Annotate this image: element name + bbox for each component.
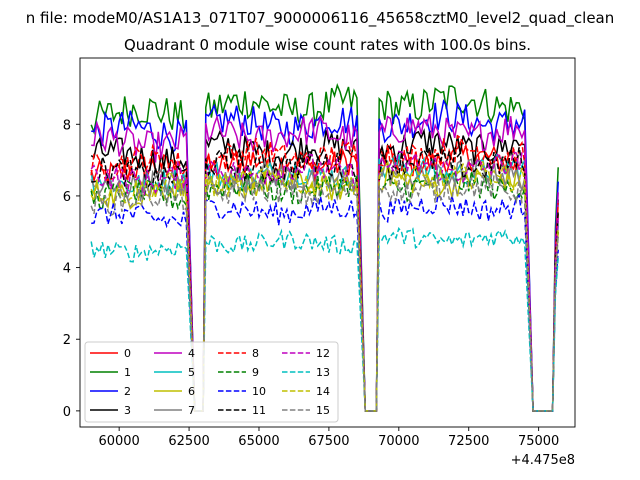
axes: 60000 62500 65000 67500 70000 72500 75000 0 2 4 6 8…	[63, 57, 576, 468]
x-tick-label-2: 65000	[238, 434, 279, 449]
legend-label-4: 4	[188, 347, 195, 360]
legend-label-14: 14	[316, 385, 330, 398]
axes-frame	[79, 57, 576, 428]
series-line-15	[90, 173, 559, 412]
chart-title: Quadrant 0 module wise count rates with …	[124, 36, 531, 54]
legend-label-11: 11	[252, 404, 266, 417]
legend-label-3: 3	[124, 404, 131, 417]
legend-label-6: 6	[188, 385, 195, 398]
series-line-9	[90, 170, 559, 412]
y-tick-label-2: 4	[63, 262, 71, 277]
x-tick-label-6: 75000	[518, 434, 559, 449]
legend-label-5: 5	[188, 366, 195, 379]
figure-title: n file: modeM0/AS1A13_071T07_9000006116_…	[26, 9, 615, 28]
series-line-8	[90, 134, 559, 412]
legend-label-1: 1	[124, 366, 131, 379]
legend-label-10: 10	[252, 385, 266, 398]
series-line-10	[91, 193, 559, 412]
series-line-12	[90, 150, 559, 412]
legend-label-8: 8	[252, 347, 259, 360]
series-line-14	[90, 161, 559, 412]
y-tick-label-3: 6	[63, 190, 71, 205]
y-tick-label-4: 8	[63, 118, 71, 133]
legend-box	[84, 341, 339, 423]
legend-label-7: 7	[188, 404, 195, 417]
y-tick-label-1: 2	[63, 333, 71, 348]
legend-label-13: 13	[316, 366, 330, 379]
y-tick-label-0: 0	[63, 405, 71, 420]
x-tick-label-4: 70000	[378, 434, 419, 449]
x-tick-label-0: 60000	[98, 434, 139, 449]
series-line-13	[90, 226, 559, 412]
legend-label-12: 12	[316, 347, 330, 360]
plot-area	[90, 82, 559, 412]
x-tick-label-1: 62500	[168, 434, 209, 449]
legend-label-9: 9	[252, 366, 259, 379]
legend-label-15: 15	[316, 404, 330, 417]
series-line-2	[91, 98, 559, 412]
series-line-4	[91, 113, 559, 412]
x-tick-label-3: 67500	[308, 434, 349, 449]
x-offset-label: +4.475e8	[511, 453, 575, 468]
x-tick-label-5: 72500	[448, 434, 489, 449]
legend-label-0: 0	[124, 347, 131, 360]
legend-label-2: 2	[124, 385, 131, 398]
